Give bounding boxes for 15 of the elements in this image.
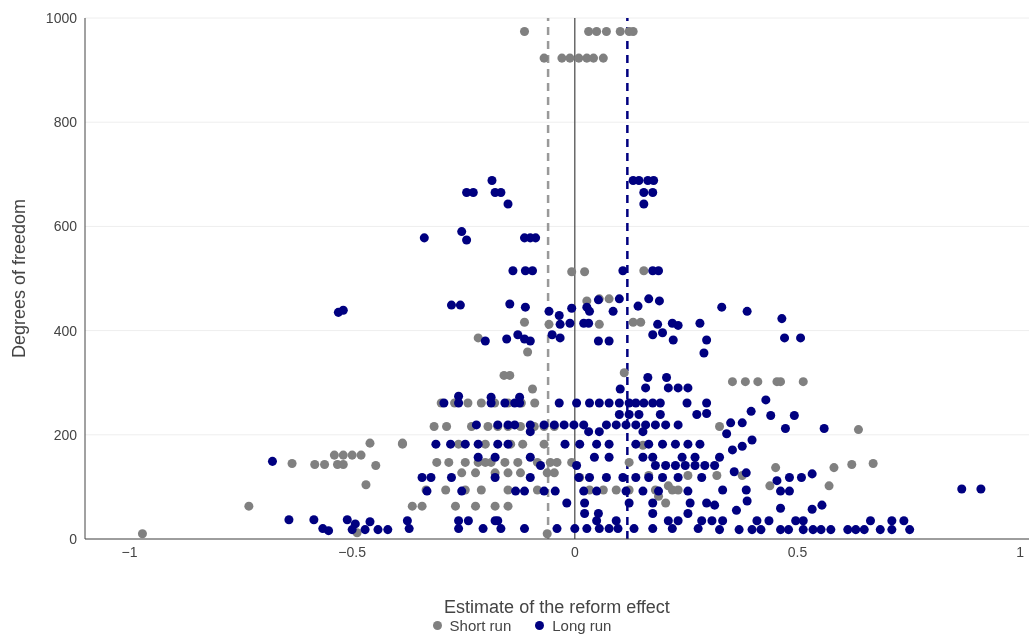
legend-label: Short run [449, 617, 512, 634]
y-tick-label: 600 [53, 218, 78, 235]
x-tick-label: 1 [1016, 543, 1025, 560]
y-tick-label: 400 [53, 322, 78, 339]
x-tick-label: −0.5 [338, 543, 367, 560]
x-axis-title: Estimate of the reform effect [444, 597, 670, 617]
x-tick-label: 0 [570, 543, 579, 560]
y-axis-title: Degrees of freedom [9, 198, 30, 359]
x-tick-label: −1 [121, 543, 138, 560]
y-tick-label: 800 [53, 114, 78, 131]
y-tick-label: 1000 [45, 9, 78, 26]
legend-label: Long run [552, 617, 612, 634]
x-tick-label: 0.5 [787, 543, 808, 560]
y-tick-label: 200 [53, 426, 78, 443]
y-tick-label: 0 [69, 530, 78, 547]
